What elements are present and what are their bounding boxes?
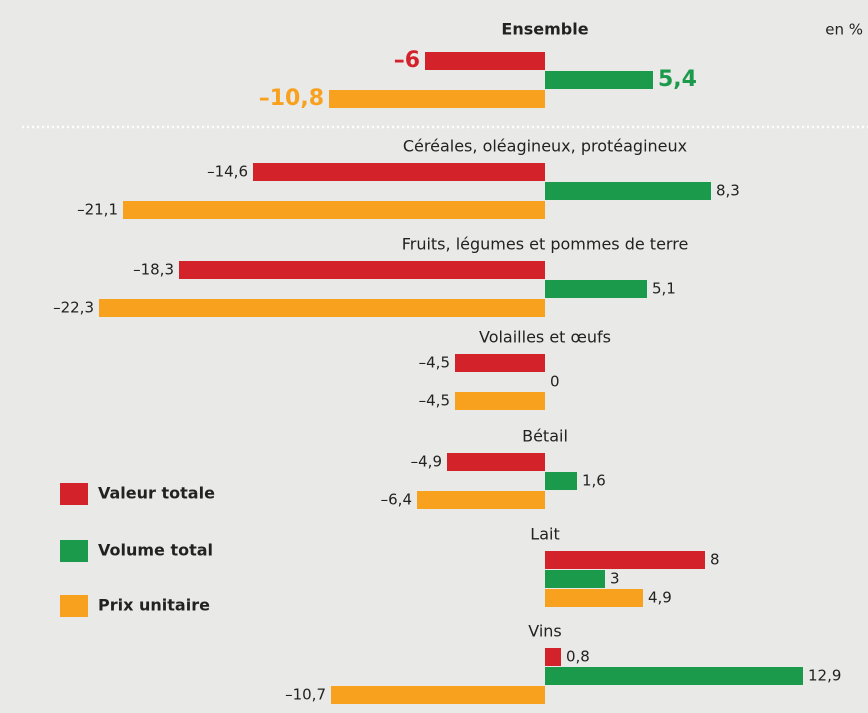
bar [329, 90, 545, 108]
bar [179, 261, 545, 279]
bar [545, 667, 803, 685]
category-label: Fruits, légumes et pommes de terre [402, 235, 689, 254]
value-label: –14,6 [207, 163, 248, 181]
bar [545, 589, 643, 607]
bar [425, 52, 545, 70]
bar [455, 354, 545, 372]
category-label: Lait [530, 525, 559, 544]
bar [455, 392, 545, 410]
category-label: Bétail [522, 427, 568, 446]
bar [331, 686, 545, 704]
bar [417, 491, 545, 509]
bar [545, 280, 647, 298]
value-label: –4,5 [419, 354, 450, 372]
category-label: Volailles et œufs [479, 328, 611, 347]
bar [545, 472, 577, 490]
value-label: 5,1 [652, 280, 676, 298]
value-label: 0 [550, 373, 560, 391]
legend-label: Prix unitaire [98, 596, 210, 615]
value-label: –21,1 [77, 201, 118, 219]
value-label: –6,4 [381, 491, 412, 509]
category-label: Vins [528, 622, 562, 641]
legend-label: Valeur totale [98, 484, 215, 503]
bar [545, 182, 711, 200]
category-label: Céréales, oléagineux, protéagineux [403, 137, 687, 156]
legend-swatch [60, 540, 88, 562]
legend-swatch [60, 595, 88, 617]
legend-swatch [60, 483, 88, 505]
legend-label: Volume total [98, 541, 213, 560]
value-label: –18,3 [133, 261, 174, 279]
bar [99, 299, 545, 317]
value-label: 8,3 [716, 182, 740, 200]
value-label: 3 [610, 570, 620, 588]
value-label: 12,9 [808, 667, 841, 685]
value-label: 1,6 [582, 472, 606, 490]
value-label: 8 [710, 551, 720, 569]
value-label: –4,9 [411, 453, 442, 471]
value-label: –22,3 [53, 299, 94, 317]
value-label: –4,5 [419, 392, 450, 410]
value-label: –10,8 [259, 86, 324, 111]
bar [545, 551, 705, 569]
bar [545, 71, 653, 89]
category-label: Ensemble [501, 20, 588, 39]
value-label: –6 [394, 48, 420, 73]
value-label: 4,9 [648, 589, 672, 607]
bar [545, 570, 605, 588]
bar [253, 163, 545, 181]
unit-label: en % [825, 21, 863, 39]
value-label: 0,8 [566, 648, 590, 666]
bar [545, 648, 561, 666]
value-label: –10,7 [285, 686, 326, 704]
bar [447, 453, 545, 471]
bar [123, 201, 545, 219]
value-label: 5,4 [658, 67, 697, 92]
